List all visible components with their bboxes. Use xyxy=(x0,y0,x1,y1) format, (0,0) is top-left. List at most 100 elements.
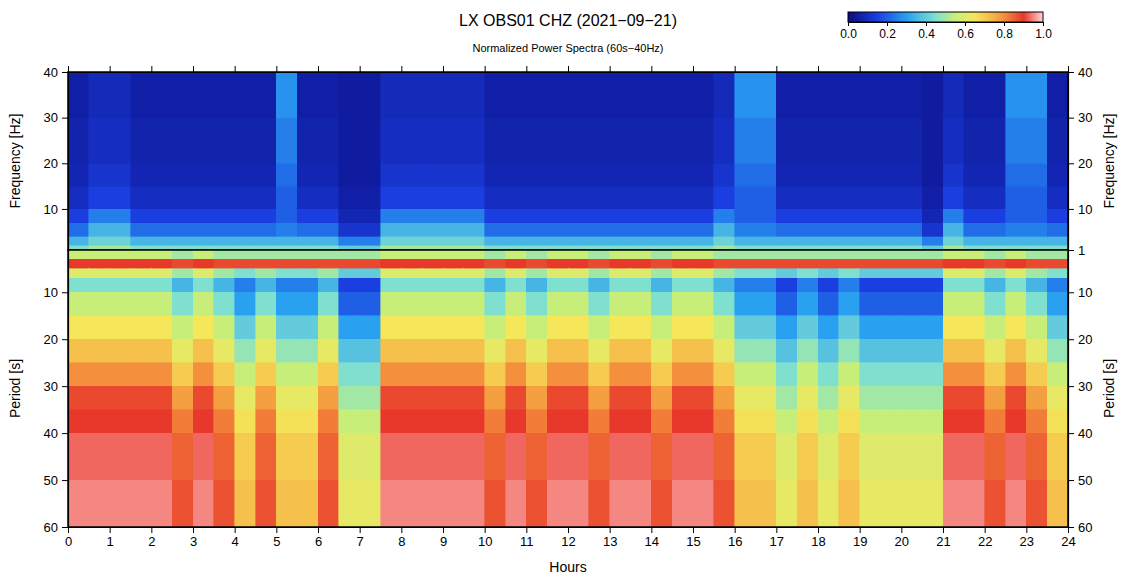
heatmap-cell xyxy=(401,72,422,118)
heatmap-cell xyxy=(839,209,860,223)
heatmap-cell xyxy=(568,223,589,237)
heatmap-cell xyxy=(756,236,777,245)
heatmap-cell xyxy=(985,292,1006,315)
heatmap-cell xyxy=(131,433,152,480)
heatmap-cell xyxy=(193,186,214,209)
heatmap-cell xyxy=(922,269,943,278)
tick xyxy=(818,66,819,72)
heatmap-cell xyxy=(506,316,527,339)
heatmap-cell xyxy=(797,433,818,480)
heatmap-cell xyxy=(839,250,860,259)
tick xyxy=(360,66,361,72)
heatmap-cell xyxy=(151,433,172,480)
heatmap-cell xyxy=(193,118,214,164)
heatmap-cell xyxy=(89,163,110,186)
y-axis: 102030405060 xyxy=(44,251,69,535)
heatmap-cell xyxy=(693,316,714,339)
tick-label: 19 xyxy=(853,534,867,549)
colorbar-axis: 0.00.20.40.60.81.0 xyxy=(840,22,1052,41)
heatmap-cell xyxy=(714,163,735,186)
tick-mark xyxy=(965,22,966,26)
tick: 60 xyxy=(44,520,68,535)
heatmap-cell xyxy=(547,480,568,527)
heatmap-cell xyxy=(339,480,360,527)
heatmap-cell xyxy=(589,186,610,209)
heatmap-cell xyxy=(610,118,631,164)
heatmap-cell xyxy=(756,259,777,268)
tick: 14 xyxy=(645,527,659,549)
heatmap-cell xyxy=(1026,339,1047,362)
heatmap-cell xyxy=(964,278,985,292)
heatmap-cell xyxy=(610,480,631,527)
heatmap-cell xyxy=(589,72,610,118)
heatmap-cell xyxy=(735,72,756,118)
heatmap-cell xyxy=(714,339,735,362)
tick-label: 30 xyxy=(44,379,58,394)
heatmap-cell xyxy=(985,339,1006,362)
heatmap-cell xyxy=(68,316,89,339)
heatmap-cell xyxy=(381,292,402,315)
heatmap-cell xyxy=(506,209,527,223)
heatmap-cell xyxy=(110,269,131,278)
heatmap-cell xyxy=(547,250,568,259)
heatmap-cell xyxy=(1026,386,1047,409)
heatmap-cell xyxy=(256,316,277,339)
tick: 10 xyxy=(44,285,68,300)
heatmap-cell xyxy=(131,316,152,339)
heatmap-cell xyxy=(1047,316,1068,339)
heatmap-cell xyxy=(1026,410,1047,433)
heatmap-cell xyxy=(756,269,777,278)
tick-label: 20 xyxy=(44,332,58,347)
heatmap-cell xyxy=(860,433,881,480)
tick-mark xyxy=(651,527,652,533)
heatmap-cell xyxy=(318,186,339,209)
heatmap-cell xyxy=(943,259,964,268)
tick: 12 xyxy=(561,527,575,549)
heatmap-cell xyxy=(651,316,672,339)
heatmap-cell xyxy=(964,236,985,245)
tick-label: 23 xyxy=(1020,534,1034,549)
heatmap-cell xyxy=(339,163,360,186)
heatmap-cell xyxy=(985,386,1006,409)
heatmap-cell xyxy=(214,163,235,186)
tick-mark xyxy=(943,527,944,533)
heatmap-cell xyxy=(797,339,818,362)
tick: 30 xyxy=(1068,379,1092,394)
heatmap-cell xyxy=(131,386,152,409)
heatmap-cell xyxy=(506,250,527,259)
tick: 20 xyxy=(44,156,68,171)
tick xyxy=(693,66,694,72)
heatmap-cell xyxy=(151,339,172,362)
heatmap-cell xyxy=(339,118,360,164)
heatmap-cell xyxy=(485,339,506,362)
axis-line xyxy=(849,22,1044,23)
heatmap-cell xyxy=(818,278,839,292)
heatmap-cell xyxy=(297,236,318,245)
heatmap-cell xyxy=(89,316,110,339)
tick-label: 30 xyxy=(44,110,58,125)
heatmap-cell xyxy=(422,250,443,259)
tick-mark xyxy=(193,66,194,72)
heatmap-cell xyxy=(443,339,464,362)
heatmap-cell xyxy=(839,163,860,186)
plot-frame xyxy=(68,250,1068,527)
plot-frame xyxy=(68,72,1068,250)
heatmap-cell xyxy=(860,278,881,292)
tick-label: 6 xyxy=(315,534,322,549)
heatmap-cell xyxy=(68,236,89,245)
heatmap-cell xyxy=(464,118,485,164)
heatmap-cell xyxy=(276,259,297,268)
heatmap-cell xyxy=(151,259,172,268)
tick: 16 xyxy=(728,527,742,549)
heatmap-cell xyxy=(172,480,193,527)
heatmap-cell xyxy=(485,480,506,527)
heatmap-cell xyxy=(589,433,610,480)
heatmap-cell xyxy=(1047,186,1068,209)
heatmap-cell xyxy=(318,278,339,292)
heatmap-cell xyxy=(631,269,652,278)
tick-mark xyxy=(1068,386,1074,387)
heatmap-cell xyxy=(756,292,777,315)
tick-label: 1.0 xyxy=(1035,27,1052,41)
heatmap-cell xyxy=(943,316,964,339)
heatmap-cell xyxy=(547,223,568,237)
